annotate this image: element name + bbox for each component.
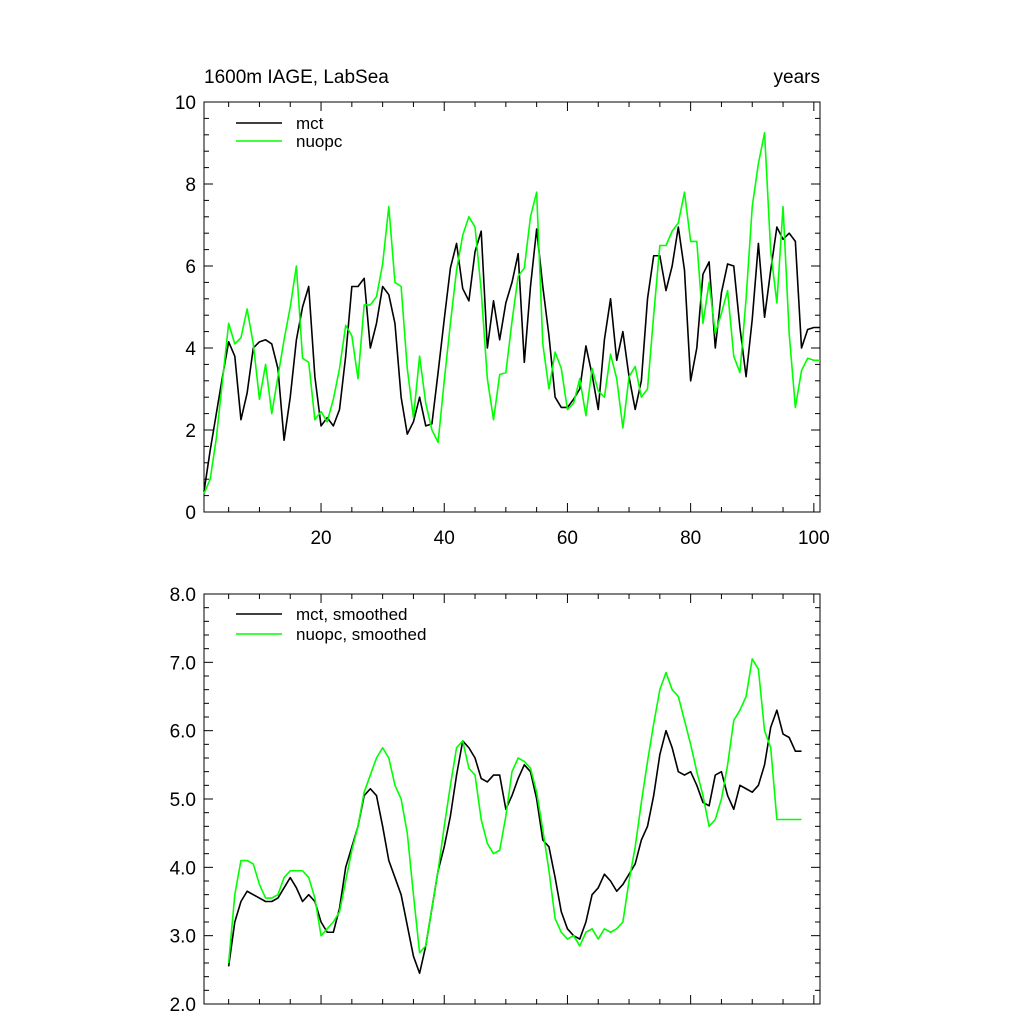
y-tick-label: 4.0 xyxy=(170,858,196,879)
ticks-top: 0 2 4 6 8 10 20 40 60 80 100 xyxy=(175,93,830,549)
series-line-nuopc xyxy=(203,131,820,494)
y-tick-label: 3.0 xyxy=(170,927,196,948)
y-tick-label: 2 xyxy=(185,421,196,442)
legend-label-nuopc-smoothed: nuopc, smoothed xyxy=(296,625,426,644)
legend-label-nuopc: nuopc xyxy=(296,132,343,151)
legend-top: mct nuopc xyxy=(236,114,343,151)
y-tick-label: 8 xyxy=(185,175,196,196)
series-line-nuopc-smoothed xyxy=(227,658,802,964)
x-tick-label: 20 xyxy=(310,528,331,549)
y-tick-label: 8.0 xyxy=(170,585,196,606)
y-tick-label: 6.0 xyxy=(170,722,196,743)
series-lines-bottom xyxy=(227,658,802,975)
plot-frame-top xyxy=(203,101,821,513)
y-tick-label: 10 xyxy=(175,93,196,114)
legend-label-mct: mct xyxy=(296,114,324,133)
chart-top: 1600m IAGE, LabSea years 0 2 4 6 8 10 20 40 60 80… xyxy=(175,67,830,549)
chart-right-title: years xyxy=(774,67,820,88)
series-lines-top xyxy=(203,131,820,494)
legend-label-mct-smoothed: mct, smoothed xyxy=(296,605,408,624)
chart-title: 1600m IAGE, LabSea xyxy=(204,67,389,88)
chart-bottom: 2.0 3.0 4.0 5.0 6.0 7.0 8.0 mct, smoothed nuop… xyxy=(170,585,821,1016)
y-tick-label: 2.0 xyxy=(170,995,196,1016)
x-tick-label: 100 xyxy=(798,528,830,549)
plot-frame-bottom xyxy=(203,593,821,1005)
series-line-mct-smoothed xyxy=(227,709,802,975)
y-tick-label: 7.0 xyxy=(170,653,196,674)
y-tick-label: 6 xyxy=(185,257,196,278)
x-tick-label: 80 xyxy=(680,528,701,549)
x-tick-label: 40 xyxy=(434,528,455,549)
y-tick-label: 4 xyxy=(185,339,196,360)
ticks-bottom: 2.0 3.0 4.0 5.0 6.0 7.0 8.0 xyxy=(170,585,820,1016)
x-tick-label: 60 xyxy=(557,528,578,549)
y-tick-label: 5.0 xyxy=(170,790,196,811)
legend-bottom: mct, smoothed nuopc, smoothed xyxy=(236,605,426,644)
y-tick-label: 0 xyxy=(185,503,196,524)
